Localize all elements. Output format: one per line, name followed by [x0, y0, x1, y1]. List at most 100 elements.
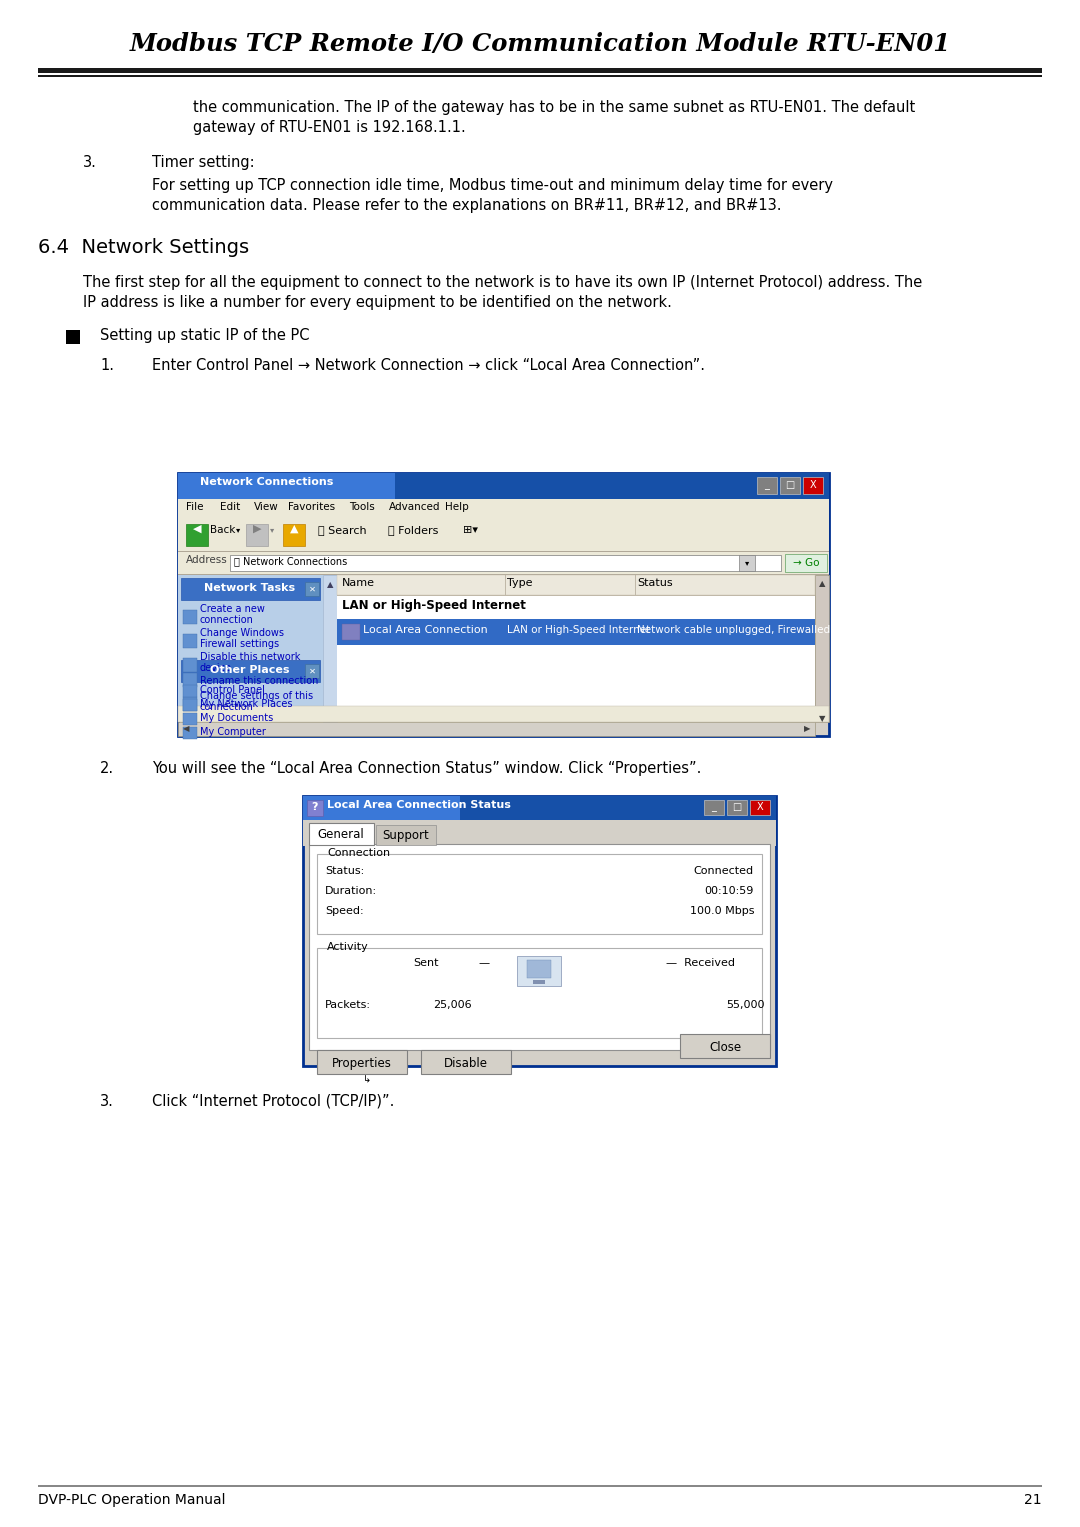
Bar: [704, 800, 724, 815]
Text: ▲: ▲: [289, 524, 298, 534]
Text: My Network Places: My Network Places: [200, 699, 293, 709]
Text: —  Received: — Received: [666, 957, 735, 968]
Text: Sent: Sent: [413, 957, 438, 968]
Bar: [309, 844, 770, 1051]
Bar: [337, 576, 815, 596]
Text: ◀: ◀: [192, 524, 201, 534]
Text: Activity: Activity: [327, 942, 368, 951]
Text: the communication. The IP of the gateway has to be in the same subnet as RTU-EN0: the communication. The IP of the gateway…: [193, 99, 915, 115]
Bar: [178, 473, 829, 499]
Bar: [318, 854, 762, 935]
Text: ▲: ▲: [327, 580, 334, 589]
Text: Disable this network: Disable this network: [200, 652, 300, 663]
Text: communication data. Please refer to the explanations on BR#11, BR#12, and BR#13.: communication data. Please refer to the …: [152, 199, 782, 212]
Text: Help: Help: [445, 502, 469, 512]
Bar: [178, 499, 829, 519]
Bar: [739, 554, 755, 571]
Text: Status:: Status:: [325, 866, 364, 876]
Bar: [680, 1034, 770, 1058]
Bar: [337, 618, 815, 644]
Bar: [181, 660, 320, 683]
Text: You will see the “Local Area Connection Status” window. Click “Properties”.: You will see the “Local Area Connection …: [152, 760, 701, 776]
Text: ?: ?: [312, 802, 319, 812]
Text: X: X: [810, 479, 816, 490]
Bar: [183, 658, 197, 672]
Text: 📁 Folders: 📁 Folders: [388, 525, 438, 534]
Text: Local Area Connection Status: Local Area Connection Status: [327, 800, 511, 809]
Bar: [183, 686, 197, 696]
Bar: [183, 696, 197, 712]
Bar: [421, 1051, 511, 1073]
Text: DVP-PLC Operation Manual: DVP-PLC Operation Manual: [38, 1493, 226, 1507]
Text: Status: Status: [637, 579, 673, 588]
Text: → Go: → Go: [793, 557, 820, 568]
Text: 55,000: 55,000: [726, 1000, 765, 1009]
Text: connection: connection: [200, 702, 254, 712]
Bar: [38, 69, 1042, 73]
Bar: [804, 476, 823, 495]
Text: □: □: [785, 479, 795, 490]
Text: Change Windows: Change Windows: [200, 628, 284, 638]
Text: ▶: ▶: [804, 724, 810, 733]
Text: X: X: [757, 802, 764, 812]
Bar: [178, 473, 395, 499]
Bar: [283, 524, 305, 547]
Text: 6.4  Network Settings: 6.4 Network Settings: [38, 238, 249, 257]
Bar: [178, 519, 829, 551]
Text: ✕: ✕: [309, 585, 315, 594]
Text: Connected: Connected: [693, 866, 754, 876]
Bar: [517, 956, 561, 986]
Text: Setting up static IP of the PC: Setting up static IP of the PC: [100, 328, 310, 344]
Bar: [727, 800, 747, 815]
Bar: [309, 823, 374, 844]
Text: View: View: [254, 502, 279, 512]
Text: Local Area Connection: Local Area Connection: [363, 625, 488, 635]
Text: Create a new: Create a new: [200, 605, 265, 614]
Text: LAN or High-Speed Internet: LAN or High-Speed Internet: [342, 599, 526, 612]
Bar: [794, 499, 829, 519]
Text: 3.: 3.: [83, 156, 97, 169]
Bar: [318, 1051, 407, 1073]
Text: Enter Control Panel → Network Connection → click “Local Area Connection”.: Enter Control Panel → Network Connection…: [152, 357, 705, 373]
Text: Rename this connection: Rename this connection: [200, 676, 319, 686]
Text: ◀: ◀: [183, 724, 189, 733]
Text: device: device: [200, 663, 232, 673]
Text: ▾: ▾: [270, 525, 274, 534]
Text: 3.: 3.: [100, 1093, 113, 1109]
Text: 🌐 Network Connections: 🌐 Network Connections: [234, 556, 348, 567]
Text: My Computer: My Computer: [200, 727, 266, 738]
Text: Disable: Disable: [444, 1057, 488, 1070]
Bar: [181, 579, 320, 600]
Text: 🔍 Search: 🔍 Search: [318, 525, 366, 534]
Bar: [183, 727, 197, 739]
Text: Click “Internet Protocol (TCP/IP)”.: Click “Internet Protocol (TCP/IP)”.: [152, 1093, 394, 1109]
Text: Tools: Tools: [350, 502, 375, 512]
Text: connection: connection: [200, 615, 254, 625]
Text: Back: Back: [210, 525, 235, 534]
Text: The first step for all the equipment to connect to the network is to have its ow: The first step for all the equipment to …: [83, 275, 922, 290]
Bar: [303, 820, 777, 846]
Bar: [307, 800, 323, 815]
Bar: [183, 699, 197, 712]
Text: My Documents: My Documents: [200, 713, 273, 722]
Text: 25,006: 25,006: [433, 1000, 472, 1009]
Text: Advanced: Advanced: [389, 502, 441, 512]
Text: Duration:: Duration:: [325, 886, 377, 896]
Bar: [183, 634, 197, 647]
Text: Close: Close: [708, 1041, 741, 1054]
Bar: [230, 554, 781, 571]
Bar: [178, 551, 829, 574]
Text: ▲: ▲: [819, 579, 825, 588]
Bar: [750, 800, 770, 815]
Text: Network Tasks: Network Tasks: [204, 583, 296, 592]
Bar: [527, 960, 551, 977]
Bar: [323, 576, 337, 722]
Text: _: _: [765, 479, 769, 490]
Text: _: _: [712, 802, 716, 812]
Bar: [337, 576, 815, 722]
Text: ▾: ▾: [237, 525, 240, 534]
Bar: [342, 625, 360, 640]
Text: ↳: ↳: [363, 1073, 372, 1084]
Bar: [534, 980, 545, 983]
Bar: [183, 609, 197, 625]
